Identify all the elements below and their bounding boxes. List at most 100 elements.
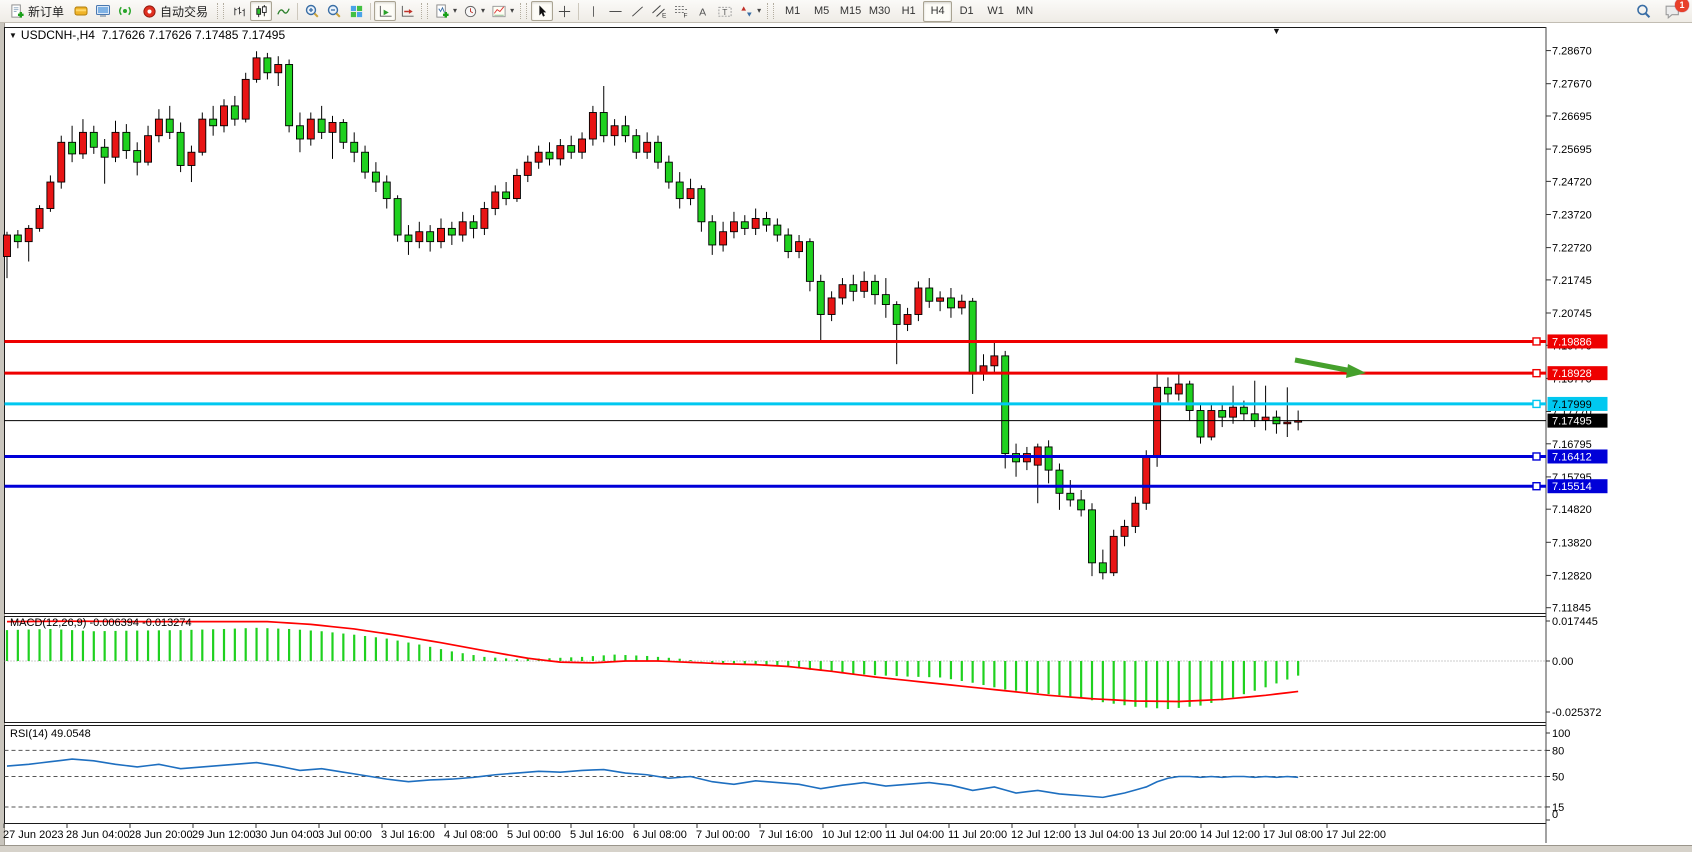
candle-body [643, 141, 652, 153]
arrows-tool-button[interactable]: ▾ [736, 1, 764, 21]
chart-title-bar[interactable]: ▼ USDCNH-,H4 7.17626 7.17626 7.17485 7.17… [9, 28, 285, 42]
candle-body [187, 151, 196, 166]
horizontal-line-tool-button[interactable] [604, 1, 626, 21]
chart-ohlc-values: 7.17626 7.17626 7.17485 7.17495 [101, 28, 286, 42]
candle-body [697, 188, 706, 223]
new-order-button[interactable]: 新订单 [4, 1, 70, 21]
candle-body [437, 227, 445, 243]
indicators-button[interactable]: ▾ [432, 1, 460, 21]
auto-trading-icon [142, 4, 157, 19]
macd-pane[interactable] [4, 616, 1547, 723]
candlestick-chart-button[interactable] [250, 1, 273, 21]
candle-body [740, 221, 749, 229]
window-bottom-border [0, 845, 1692, 852]
price-tick-label: 7.20745 [1552, 308, 1592, 320]
price-badge [1547, 479, 1608, 494]
candle-body [1207, 410, 1216, 438]
bar-chart-button[interactable] [228, 1, 250, 21]
timeframe-button-m15[interactable]: M15 [839, 5, 862, 17]
main-price-pane[interactable] [4, 27, 1547, 614]
candle-body [46, 181, 55, 209]
candle-body [925, 287, 934, 302]
candle-body [209, 118, 218, 127]
timeframe-button-d1[interactable]: D1 [959, 5, 974, 17]
text-label-tool-button[interactable]: T [714, 1, 736, 21]
candle-body [892, 304, 901, 325]
svg-text:E: E [662, 13, 667, 20]
vertical-line-tool-button[interactable] [582, 1, 604, 21]
arrows-icon [739, 4, 754, 19]
crosshair-button[interactable] [553, 1, 575, 21]
candle-body [838, 284, 847, 299]
cursor-button[interactable] [531, 1, 554, 21]
candle-body [361, 151, 369, 173]
svg-text:F: F [684, 13, 688, 20]
price-badge [1547, 413, 1608, 428]
timeframe-button-m5[interactable]: M5 [813, 5, 830, 17]
auto-trading-button[interactable]: 自动交易 [136, 1, 214, 21]
fibonacci-tool-button[interactable]: F [670, 1, 692, 21]
text-tool-button[interactable]: A [692, 1, 714, 21]
candle-body [751, 218, 760, 229]
candle-body [1109, 535, 1118, 574]
x-axis-label: 11 Jul 20:00 [948, 829, 1007, 841]
line-chart-button[interactable] [272, 1, 294, 21]
price-tick-label: 7.25695 [1552, 144, 1592, 156]
notifications-button[interactable]: 1 [1661, 0, 1689, 21]
symbol-dropdown-icon[interactable]: ▼ [9, 31, 17, 40]
toolbar-drag-handle[interactable] [520, 3, 528, 19]
line-chart-icon [276, 4, 291, 19]
candle-body [502, 191, 511, 200]
terminal-button[interactable] [92, 1, 114, 21]
channel-icon: E [651, 3, 667, 19]
x-axis-label: 12 Jul 12:00 [1011, 829, 1071, 841]
candle-body [469, 221, 478, 229]
timeframe-button-h1[interactable]: H1 [901, 5, 916, 17]
timeframe-button-m30[interactable]: M30 [868, 5, 891, 17]
candle-body [144, 135, 153, 163]
tile-windows-button[interactable] [345, 1, 367, 21]
candle-body [1153, 386, 1162, 458]
trendline-tool-button[interactable] [626, 1, 648, 21]
candle-body [1044, 446, 1053, 471]
one-click-trading-caret-icon[interactable]: ▼ [1272, 26, 1281, 36]
candle-body [719, 231, 728, 246]
timeframe-button-m1[interactable]: M1 [784, 5, 801, 17]
candle-body [860, 280, 869, 292]
candle-body [805, 241, 814, 282]
candle-body [773, 224, 782, 236]
zoom-in-button[interactable] [301, 1, 323, 21]
rsi-pane[interactable] [4, 725, 1547, 824]
rsi-indicator-label: RSI(14) 49.0548 [10, 728, 91, 740]
toolbar-separator [297, 2, 299, 20]
zoom-out-button[interactable] [323, 1, 345, 21]
candle-body [1185, 383, 1194, 411]
profiles-button[interactable] [70, 1, 92, 21]
auto-scroll-button[interactable] [374, 1, 397, 21]
strategy-tester-button[interactable] [114, 1, 136, 21]
chart-shift-button[interactable] [396, 1, 418, 21]
price-badge-label: 7.17495 [1552, 416, 1592, 428]
toolbar-separator [370, 2, 372, 20]
candle-body [78, 131, 87, 155]
price-badge-label: 7.18928 [1552, 368, 1592, 380]
timeframe-button-h4[interactable]: H4 [923, 0, 953, 22]
timeframe-button-mn[interactable]: MN [1016, 5, 1034, 17]
search-button[interactable] [1632, 1, 1655, 21]
equidistant-channel-tool-button[interactable]: E [648, 1, 670, 21]
templates-button[interactable]: ▾ [488, 1, 517, 21]
toolbar-drag-handle[interactable] [767, 3, 775, 19]
toolbar-drag-handle[interactable] [217, 3, 225, 19]
timeframe-button-w1[interactable]: W1 [987, 5, 1004, 17]
candle-body [534, 151, 543, 163]
annotation-arrow[interactable] [1294, 357, 1366, 378]
candle-body [1131, 502, 1140, 527]
periods-button[interactable]: ▾ [460, 1, 488, 21]
toolbar-drag-handle[interactable] [421, 3, 429, 19]
x-axis-label: 11 Jul 04:00 [885, 829, 944, 841]
candle-body [654, 141, 662, 163]
x-axis-label: 5 Jul 16:00 [570, 829, 624, 841]
trendline-icon [630, 4, 645, 19]
candle-body [57, 141, 66, 183]
